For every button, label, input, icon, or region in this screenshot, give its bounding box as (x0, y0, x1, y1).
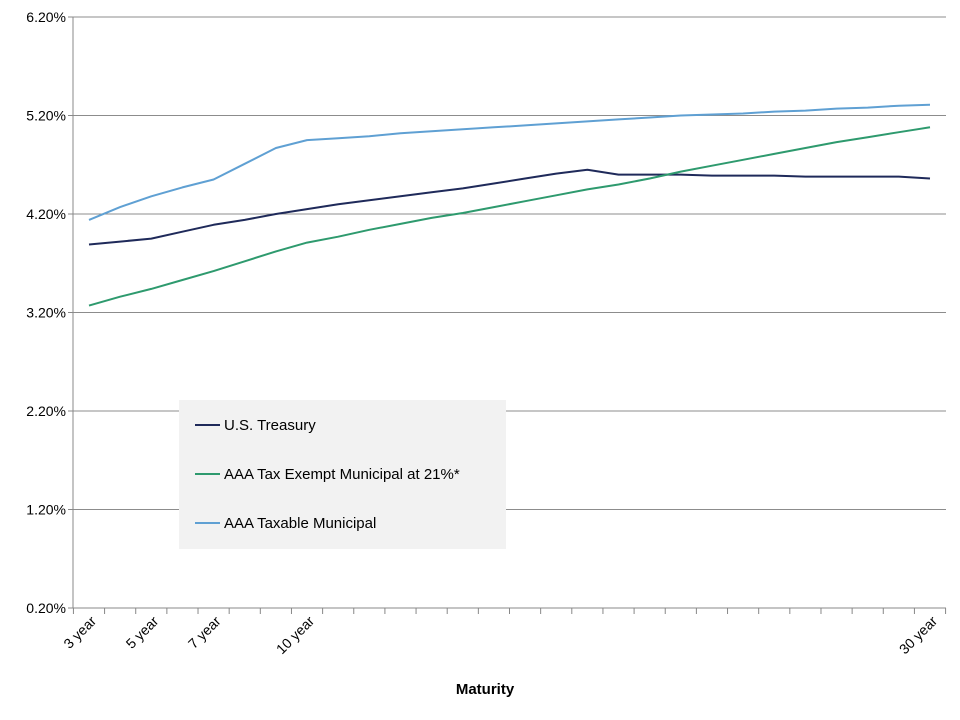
x-tick-label: 5 year (123, 613, 162, 652)
series-line (88, 126, 931, 307)
y-tick-label: 4.20% (26, 206, 66, 222)
x-tick-label: 30 year (896, 613, 941, 658)
legend-label: AAA Taxable Municipal (224, 515, 376, 532)
y-tick-label: 2.20% (26, 403, 66, 419)
legend: U.S. Treasury AAA Tax Exempt Municipal a… (179, 400, 506, 549)
y-tick-label: 3.20% (26, 305, 66, 321)
y-tick-labels: 0.20% 1.20% 2.20% 3.20% 4.20% 5.20% 6.20% (26, 9, 73, 616)
y-tick-label: 5.20% (26, 108, 66, 124)
legend-item-taxable-municipal: AAA Taxable Municipal (195, 515, 376, 532)
y-tick-label: 0.20% (26, 600, 66, 616)
x-tick-label: 3 year (60, 613, 99, 652)
x-axis-title: Maturity (456, 681, 515, 698)
legend-label: AAA Tax Exempt Municipal at 21%* (224, 466, 460, 483)
legend-box (179, 400, 506, 549)
legend-label: U.S. Treasury (224, 417, 316, 434)
legend-item-us-treasury: U.S. Treasury (195, 417, 316, 434)
y-tick-label: 6.20% (26, 9, 66, 25)
series-line (88, 103, 931, 221)
x-ticks: 3 year 5 year 7 year 10 year 30 year (60, 608, 947, 658)
legend-item-tax-exempt-municipal: AAA Tax Exempt Municipal at 21%* (195, 466, 460, 483)
y-tick-label: 1.20% (26, 502, 66, 518)
x-tick-label: 7 year (185, 613, 224, 652)
x-tick-label: 10 year (273, 613, 318, 658)
series-lines (88, 103, 931, 307)
series-line (88, 168, 931, 246)
